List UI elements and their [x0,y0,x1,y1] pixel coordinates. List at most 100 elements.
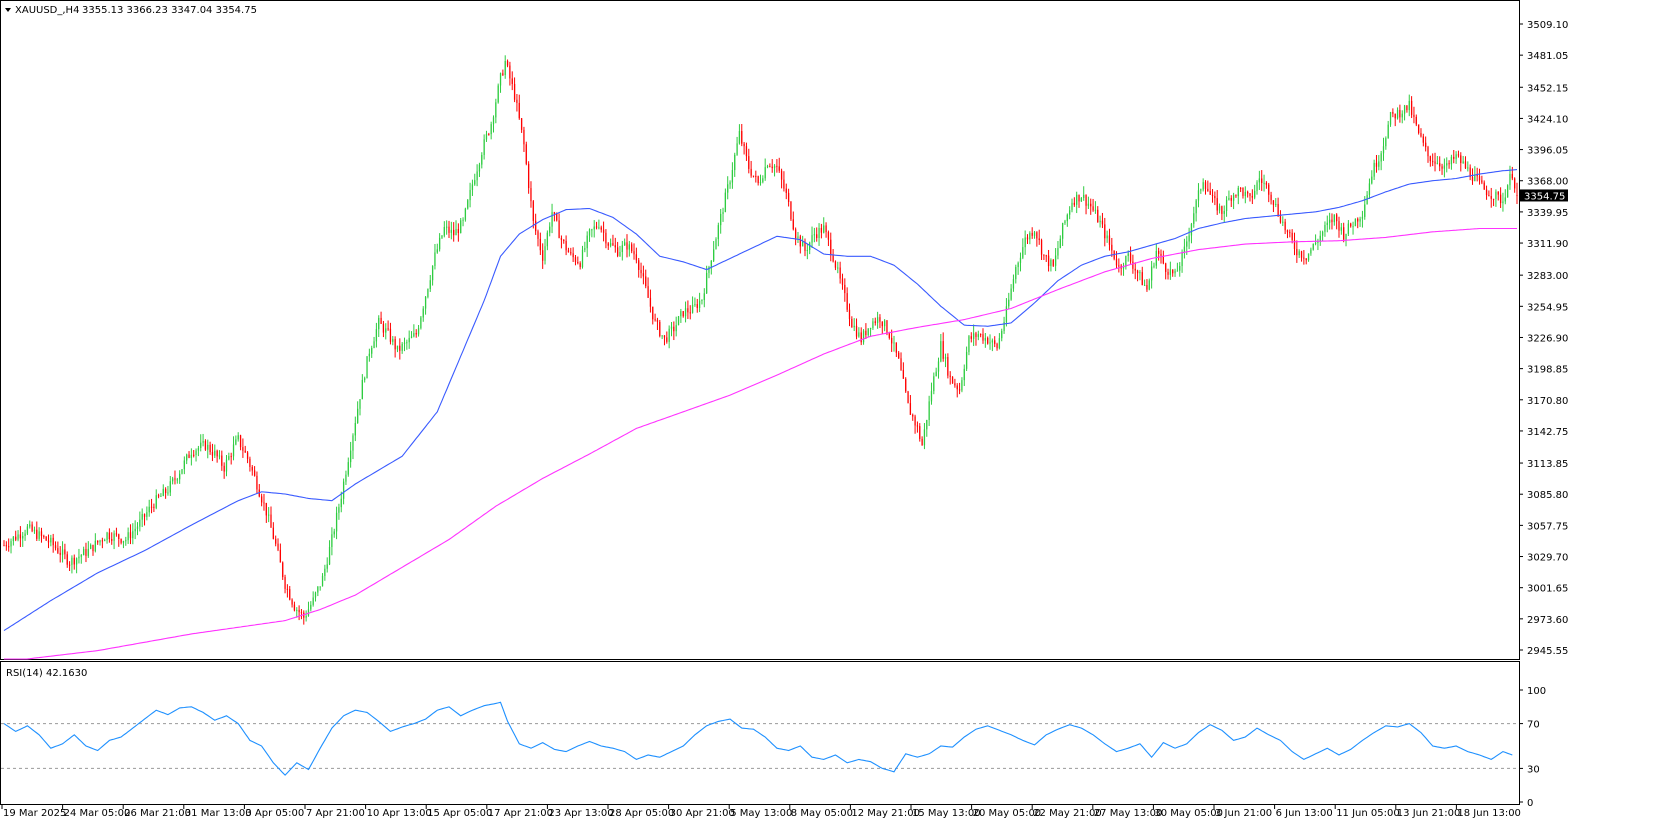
candle-body [321,575,324,587]
candle-body [677,316,680,326]
candle-body [153,506,155,508]
candle [349,441,352,468]
candle [1078,194,1080,208]
candle [919,423,921,442]
candle-body [1242,187,1244,196]
candle-body [956,385,958,390]
candle [43,534,45,539]
candle [837,261,839,274]
candle [1230,195,1232,207]
candle [134,520,136,540]
candle [1514,177,1516,193]
candle [87,541,89,558]
candle [125,536,127,546]
candle [638,257,640,278]
candle-body [624,242,626,246]
candle-body [912,414,914,417]
candle [190,448,193,466]
candle [759,174,762,186]
candle-body [1127,253,1129,256]
candle-body [556,213,558,221]
candle [216,449,218,463]
candle-body [1193,213,1195,224]
candle-body [244,450,246,453]
candle-body [994,340,996,344]
candle [654,313,656,322]
candle [345,470,347,485]
candle-body [57,548,59,553]
candle-body [914,416,916,426]
candle [1373,159,1375,180]
candle [766,164,769,169]
candle-body [10,541,12,547]
candle-body [593,226,595,230]
time-tick-label: 22 May 21:00 [1033,808,1102,819]
candle [366,356,368,379]
candle-body [1247,191,1249,194]
candle-body [1413,114,1415,117]
candle [1410,96,1413,119]
candle [1204,180,1207,195]
time-tick-label: 3 Jun 21:00 [1215,808,1272,819]
candle [1214,191,1216,206]
candle-body [1488,195,1490,197]
candle-body [1300,251,1303,258]
candle-body [1125,255,1127,267]
candle-body [164,488,167,493]
candle-body [1230,197,1232,201]
candle-body [483,139,485,155]
candle-body [1115,258,1118,266]
candle [5,541,7,551]
candle-body [755,175,757,177]
candle [1361,210,1364,228]
candle-body [980,334,982,336]
candle [663,335,666,346]
candle-body [455,228,457,236]
candle-body [40,531,43,536]
candle-body [921,438,923,446]
candle [160,493,162,497]
candle [495,98,497,124]
candle [303,610,305,625]
candle-body [684,308,687,317]
candle-body [162,488,164,496]
candle [1434,152,1436,172]
candle-body [1019,257,1022,263]
candle-body [157,495,160,497]
candle [1399,104,1401,123]
candle [1176,262,1179,272]
candle-body [431,265,434,281]
candle-body [1275,203,1277,205]
time-tick-label: 3 Apr 05:00 [245,808,304,819]
candle-body [134,528,136,532]
candle [869,327,872,338]
candle-body [1408,100,1410,111]
price-tick-label: 3311.90 [1527,239,1568,250]
ohlc-values: 3355.13 3366.23 3347.04 3354.75 [82,5,257,16]
candle-body [1087,203,1090,206]
candle-body [682,311,684,317]
candle-body [858,332,860,337]
candle-body [406,342,408,344]
candle [1511,166,1513,181]
candle [635,247,638,264]
candle-body [757,176,759,184]
candle [905,377,907,393]
candle [525,141,527,166]
candle [1092,198,1094,212]
candle-body [1443,165,1446,169]
candle [305,610,307,622]
candle-body [260,496,263,503]
candle [848,303,851,327]
candle-body [1310,249,1312,254]
ma-fast-line [3,169,1518,632]
time-tick-label: 26 Mar 21:00 [124,808,191,819]
candle-body [1509,173,1511,186]
candle [71,555,73,574]
chevron-down-icon[interactable] [5,8,11,12]
candle [1310,247,1312,256]
candle-body [1052,259,1054,266]
candle [811,226,813,249]
